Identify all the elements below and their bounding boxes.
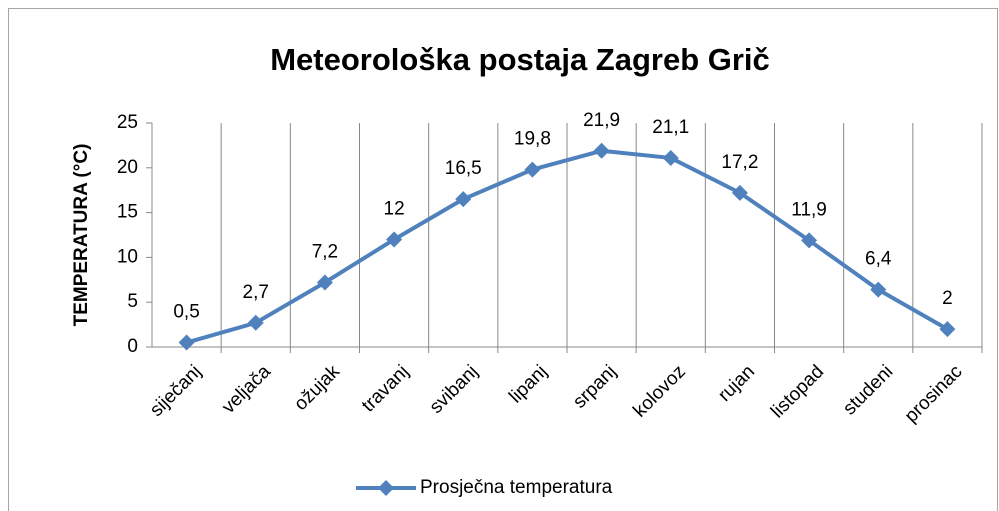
marker: [870, 281, 887, 298]
marker: [939, 321, 956, 338]
data-label: 17,2: [721, 152, 758, 173]
data-label: 21,9: [583, 110, 620, 131]
marker: [316, 274, 333, 291]
chart-title: Meteorološka postaja Zagreb Grič: [270, 42, 770, 77]
marker: [801, 232, 818, 249]
chart-border: [8, 8, 998, 511]
marker: [386, 231, 403, 248]
legend-marker: [378, 480, 394, 496]
y-tick-label: 15: [117, 202, 138, 223]
y-tick-label: 0: [127, 336, 138, 357]
marker: [524, 161, 541, 178]
data-label: 11,9: [791, 199, 827, 220]
y-tick-label: 20: [117, 157, 138, 178]
marker: [178, 334, 195, 351]
data-label: 2: [942, 288, 953, 309]
marker: [247, 314, 264, 331]
marker: [455, 191, 472, 208]
data-label: 21,1: [652, 117, 689, 138]
data-label: 19,8: [514, 129, 551, 150]
data-label: 12: [384, 198, 405, 219]
y-tick-label: 25: [117, 112, 138, 133]
legend-label: Prosječna temperatura: [420, 477, 613, 498]
data-label: 0,5: [173, 302, 199, 323]
y-axis-label: TEMPERATURA (°C): [71, 144, 92, 327]
data-label: 2,7: [243, 282, 269, 303]
marker: [662, 149, 679, 166]
data-label: 7,2: [312, 242, 338, 263]
y-tick-label: 10: [117, 246, 138, 267]
data-label: 16,5: [445, 158, 482, 179]
series-line: [186, 148, 949, 345]
marker: [731, 184, 748, 201]
marker: [593, 142, 610, 159]
y-tick-label: 5: [127, 291, 138, 312]
data-label: 6,4: [865, 249, 892, 270]
